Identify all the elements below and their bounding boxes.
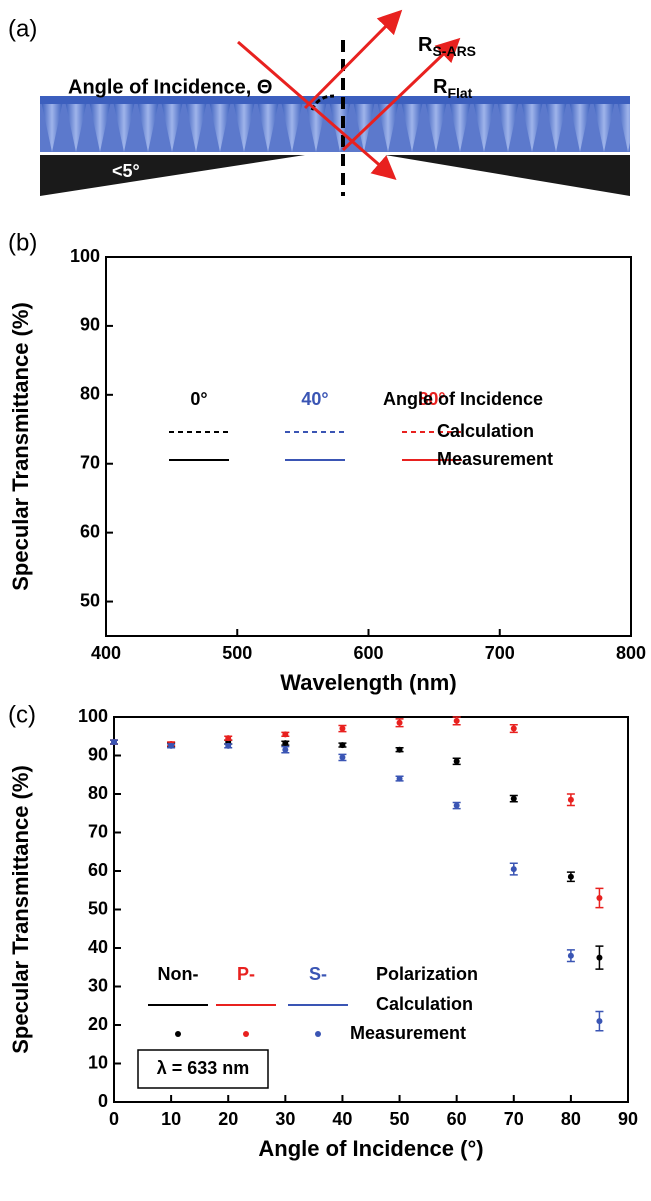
measurement-point (596, 894, 603, 901)
legend-label: Non- (158, 964, 199, 984)
legend-label: S- (309, 964, 327, 984)
measurement-point (282, 746, 289, 753)
y-tick-label: 10 (88, 1052, 108, 1072)
x-tick-label: 30 (275, 1109, 295, 1129)
legend-title: Polarization (376, 964, 478, 984)
y-tick-label: 90 (88, 744, 108, 764)
x-tick-label: 800 (616, 643, 646, 663)
x-tick-label: 40 (332, 1109, 352, 1129)
measurement-point (567, 952, 574, 959)
y-tick-label: 50 (80, 590, 100, 610)
x-tick-label: 500 (222, 643, 252, 663)
annotation: λ = 633 nm (157, 1058, 250, 1078)
x-axis-title: Wavelength (nm) (280, 670, 456, 695)
x-tick-label: 700 (485, 643, 515, 663)
y-tick-label: 60 (88, 860, 108, 880)
panel-label: (b) (8, 229, 37, 256)
measurement-point (225, 735, 232, 742)
legend-swatch (315, 1031, 321, 1037)
y-tick-label: 60 (80, 521, 100, 541)
panel-a: (a) Angle of Incidence, Θ RS-ARS RFlat <… (8, 9, 630, 196)
legend-row-label: Measurement (350, 1023, 466, 1043)
legend-title: Angle of Incidence (383, 389, 543, 409)
y-tick-label: 100 (70, 246, 100, 266)
ray (341, 37, 461, 152)
measurement-point (282, 731, 289, 738)
y-tick-label: 100 (78, 706, 108, 726)
x-tick-label: 70 (504, 1109, 524, 1129)
ars-layer (40, 96, 630, 152)
x-tick-label: 10 (161, 1109, 181, 1129)
wedge (40, 155, 305, 196)
measurement-point (339, 725, 346, 732)
y-tick-label: 90 (80, 315, 100, 335)
legend-swatch (175, 1031, 181, 1037)
y-tick-label: 30 (88, 975, 108, 995)
measurement-point (339, 754, 346, 761)
x-tick-label: 90 (618, 1109, 638, 1129)
x-tick-label: 60 (447, 1109, 467, 1129)
y-tick-label: 40 (88, 937, 108, 957)
x-tick-label: 600 (353, 643, 383, 663)
measurement-point (111, 739, 117, 746)
measurement-point (510, 795, 517, 802)
ray (303, 9, 403, 110)
x-tick-label: 0 (109, 1109, 119, 1129)
measurement-point (396, 719, 403, 726)
r-flat: RFlat (433, 76, 473, 100)
legend-row-label: Calculation (437, 421, 534, 441)
measurement-point (567, 873, 574, 880)
x-tick-label: 80 (561, 1109, 581, 1129)
y-tick-label: 80 (80, 384, 100, 404)
wedge (385, 155, 630, 196)
measurement-point (225, 742, 232, 749)
x-tick-label: 50 (390, 1109, 410, 1129)
panel-label: (a) (8, 15, 37, 42)
x-tick-label: 20 (218, 1109, 238, 1129)
measurement-point (396, 746, 403, 753)
y-axis-title: Specular Transmittance (%) (8, 302, 33, 591)
x-tick-label: 400 (91, 643, 121, 663)
measurement-point (510, 866, 517, 873)
y-tick-label: 0 (98, 1091, 108, 1111)
plot-frame (105, 256, 632, 637)
measurement-point (596, 954, 603, 961)
measurement-point (168, 742, 175, 749)
ray (237, 40, 397, 180)
y-axis-title: Specular Transmittance (%) (8, 765, 33, 1054)
measurement-point (339, 742, 346, 749)
legend-label: 0° (190, 389, 207, 409)
measurement-point (396, 775, 403, 782)
r-sars: RS-ARS (418, 34, 476, 58)
measurement-point (453, 758, 460, 765)
angle-label: Angle of Incidence, Θ (68, 76, 272, 98)
measurement-point (453, 802, 460, 809)
legend-swatch (243, 1031, 249, 1037)
legend-label: P- (237, 964, 255, 984)
y-tick-label: 70 (80, 452, 100, 472)
plot-frame (113, 716, 629, 1103)
measurement-point (453, 717, 460, 724)
annotation-box (137, 1049, 269, 1089)
y-tick-label: 80 (88, 783, 108, 803)
y-tick-label: 50 (88, 898, 108, 918)
measurement-point (282, 740, 289, 747)
legend-label: 80° (418, 389, 445, 409)
legend-row-label: Measurement (437, 449, 553, 469)
panel-label: (c) (8, 701, 36, 728)
x-axis-title: Angle of Incidence (°) (258, 1136, 483, 1161)
y-tick-label: 20 (88, 1014, 108, 1034)
tilt-label: <5° (112, 161, 140, 181)
measurement-point (596, 1018, 603, 1025)
legend-label: 40° (301, 389, 328, 409)
measurement-point (567, 796, 574, 803)
legend-row-label: Calculation (376, 994, 473, 1014)
measurement-point (510, 725, 517, 732)
y-tick-label: 70 (88, 821, 108, 841)
